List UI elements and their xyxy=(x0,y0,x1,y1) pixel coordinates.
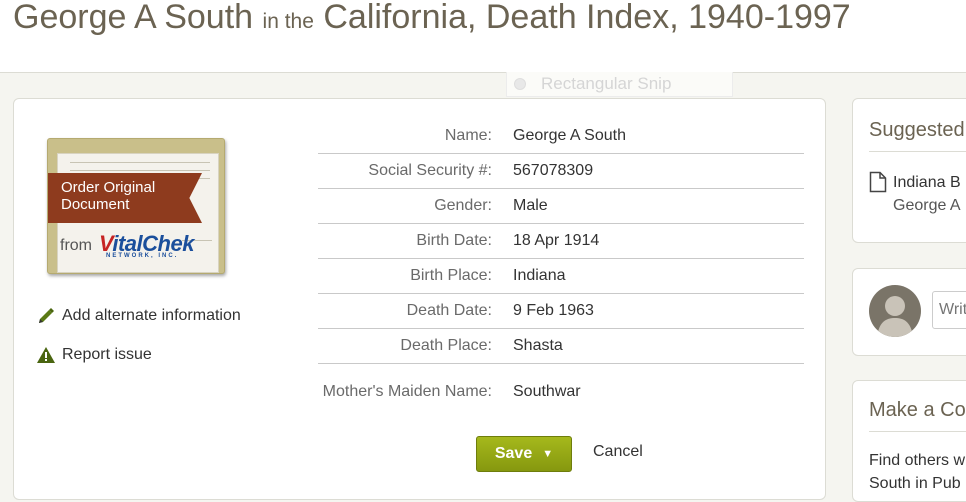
add-alternate-information-label: Add alternate information xyxy=(62,307,241,324)
make-connection-line2: South in Pub xyxy=(869,475,961,492)
snip-mode-label: Rectangular Snip xyxy=(541,74,672,93)
order-ribbon-line2: Document xyxy=(61,196,130,213)
record-row-mothers-maiden-name: Mother's Maiden Name: Southwar xyxy=(318,364,804,420)
record-row-death-date: Death Date: 9 Feb 1963 xyxy=(318,294,804,329)
page-header: George A South in the California, Death … xyxy=(0,0,966,73)
record-label: Social Security #: xyxy=(368,162,492,179)
record-label: Death Place: xyxy=(400,337,492,354)
caret-down-icon: ▼ xyxy=(542,448,554,460)
document-icon xyxy=(869,171,887,217)
order-original-document-button[interactable]: Order Original Document from VitalChek N… xyxy=(47,138,225,274)
record-details-table: Name: George A South Social Security #: … xyxy=(318,119,804,420)
from-label: from xyxy=(60,237,92,254)
comment-input[interactable] xyxy=(932,291,966,329)
order-ribbon-line1: Order Original xyxy=(61,179,156,196)
record-row-name: Name: George A South xyxy=(318,119,804,154)
record-card: Order Original Document from VitalChek N… xyxy=(13,98,826,500)
record-value: Shasta xyxy=(513,337,563,354)
record-row-ssn: Social Security #: 567078309 xyxy=(318,154,804,189)
make-connection-line1: Find others w xyxy=(869,452,966,469)
report-issue-label: Report issue xyxy=(62,346,152,363)
add-alternate-information-link[interactable]: Add alternate information xyxy=(36,306,241,326)
report-issue-link[interactable]: Report issue xyxy=(36,345,152,365)
record-value: Southwar xyxy=(513,383,581,400)
warning-icon xyxy=(36,345,56,365)
record-label: Birth Place: xyxy=(410,267,492,284)
vitalchek-network-text: NETWORK, INC. xyxy=(106,253,179,259)
comment-panel xyxy=(852,268,966,356)
vitalchek-logo: VitalChek xyxy=(99,231,194,256)
avatar xyxy=(869,285,921,337)
suggested-records-heading: Suggested xyxy=(869,119,965,141)
divider xyxy=(869,151,966,152)
title-connector: in the xyxy=(262,10,314,33)
pencil-icon xyxy=(36,306,56,326)
suggested-record-link[interactable]: Indiana B George A xyxy=(869,171,961,217)
suggested-record-person: George A xyxy=(893,197,961,214)
record-label: Death Date: xyxy=(406,302,492,319)
page-title: George A South in the California, Death … xyxy=(13,0,851,45)
record-label: Birth Date: xyxy=(416,232,492,249)
save-button-label: Save xyxy=(494,445,533,462)
record-value: George A South xyxy=(513,127,626,144)
record-value: Male xyxy=(513,197,548,214)
divider xyxy=(869,431,966,432)
record-row-death-place: Death Place: Shasta xyxy=(318,329,804,364)
record-value: 9 Feb 1963 xyxy=(513,302,594,319)
make-connection-panel: Make a Co Find others w South in Pub xyxy=(852,380,966,502)
save-button[interactable]: Save ▼ xyxy=(476,436,572,472)
make-connection-text: Find others w South in Pub xyxy=(869,449,965,495)
record-label: Name: xyxy=(444,127,492,144)
record-row-birth-date: Birth Date: 18 Apr 1914 xyxy=(318,224,804,259)
record-row-birth-place: Birth Place: Indiana xyxy=(318,259,804,294)
record-label: Gender: xyxy=(434,197,492,214)
suggested-record-title: Indiana B xyxy=(893,174,961,191)
suggested-records-panel: Suggested Indiana B George A xyxy=(852,98,966,243)
record-name: George A South xyxy=(13,0,254,36)
snip-mode-option[interactable]: Rectangular Snip xyxy=(506,72,733,97)
order-ribbon: Order Original Document xyxy=(48,173,202,223)
record-value: Indiana xyxy=(513,267,566,284)
record-value: 18 Apr 1914 xyxy=(513,232,600,249)
record-label: Mother's Maiden Name: xyxy=(322,383,492,400)
cancel-link[interactable]: Cancel xyxy=(593,443,643,460)
make-connection-heading: Make a Co xyxy=(869,399,966,421)
record-value: 567078309 xyxy=(513,162,594,179)
radio-icon xyxy=(514,78,526,90)
collection-name: California, Death Index, 1940-1997 xyxy=(323,0,851,36)
record-row-gender: Gender: Male xyxy=(318,189,804,224)
